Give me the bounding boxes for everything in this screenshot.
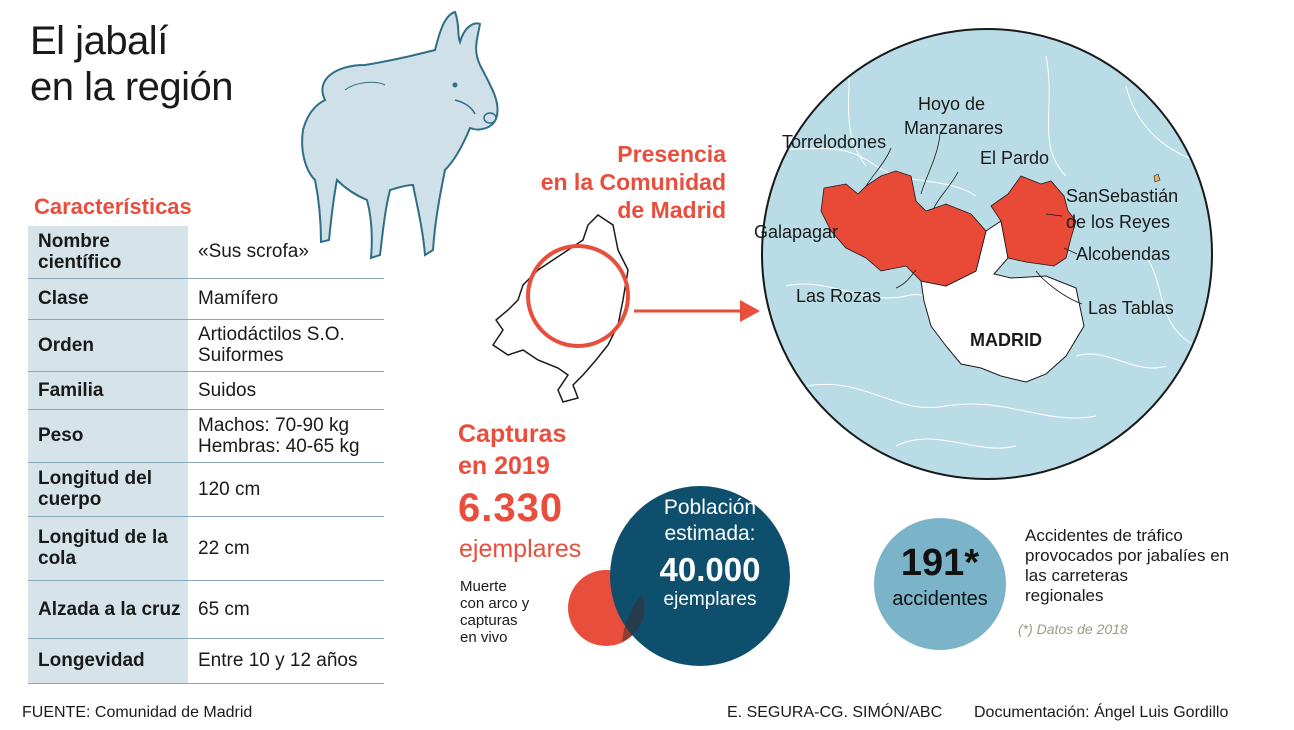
arrow-icon	[634, 300, 760, 322]
circle-overlap	[622, 594, 645, 642]
captures-title-line-2: en 2019	[458, 452, 550, 480]
row-key: Clase	[28, 278, 188, 319]
population-number: 40.000	[659, 551, 761, 588]
table-row: Alzada a la cruz 65 cm	[28, 580, 384, 638]
map-label-el-pardo: El Pardo	[980, 148, 1049, 168]
characteristics-heading: Características	[34, 194, 192, 219]
map-label-madrid: MADRID	[970, 330, 1042, 350]
boar-illustration	[301, 10, 499, 260]
map-label-sanse-2: de los Reyes	[1066, 212, 1170, 232]
map-border	[761, 28, 1213, 480]
accidents-desc-line: provocados por jabalíes en	[1025, 546, 1230, 565]
presence-area-west	[820, 170, 987, 287]
captures-note: Muerte con arco y capturas en vivo	[460, 578, 529, 646]
accidents-number: 191*	[900, 542, 980, 584]
table-row: Familia Suidos	[28, 371, 384, 409]
presence-line-2: en la Comunidad	[540, 169, 726, 195]
captures-note-line: capturas	[460, 612, 518, 629]
table-row: Nombre científico «Sus scrofa»	[28, 226, 384, 278]
map-label-las-rozas: Las Rozas	[796, 286, 881, 306]
accidents-unit: accidentes	[892, 588, 988, 610]
map-label-las-tablas: Las Tablas	[1088, 298, 1174, 318]
table-row: Clase Mamífero	[28, 278, 384, 319]
accidents-desc-line: Accidentes de tráfico	[1025, 526, 1183, 545]
table-row: Peso Machos: 70-90 kg Hembras: 40-65 kg	[28, 409, 384, 462]
captures-title-line-1: Capturas	[458, 420, 567, 448]
population-label-2: estimada:	[664, 522, 756, 545]
characteristics-table: Nombre científico «Sus scrofa» Clase Mam…	[28, 226, 384, 684]
row-key: Longevidad	[28, 638, 188, 683]
population-unit: ejemplares	[663, 589, 757, 610]
zoom-circle	[526, 244, 630, 348]
map-label-sanse-1: SanSebastián	[1066, 186, 1178, 206]
map-label-torrelodones: Torrelodones	[782, 132, 886, 152]
table-row: Longevidad Entre 10 y 12 años	[28, 638, 384, 683]
madrid-area	[920, 220, 1085, 383]
row-key: Orden	[28, 319, 188, 371]
captures-number: 6.330	[458, 486, 564, 530]
row-value: «Sus scrofa»	[198, 241, 309, 263]
map-label-alcobendas: Alcobendas	[1076, 244, 1170, 264]
accidents-desc-line: regionales	[1025, 586, 1104, 605]
source-credit: FUENTE: Comunidad de Madrid	[22, 704, 253, 721]
presence-title: Presencia en la Comunidad de Madrid	[520, 140, 726, 224]
presence-line-1: Presencia	[617, 141, 726, 167]
row-value: Machos: 70-90 kg Hembras: 40-65 kg	[198, 414, 360, 457]
region-outline	[491, 214, 629, 403]
population-circle	[610, 486, 790, 666]
captures-population-circles	[568, 486, 790, 666]
row-value: Artiodáctilos S.O. Suiformes	[198, 324, 345, 366]
row-value: Entre 10 y 12 años	[198, 650, 358, 671]
captures-note-line: con arco y	[460, 595, 530, 612]
row-value: 65 cm	[198, 598, 250, 620]
row-key: Alzada a la cruz	[28, 580, 188, 638]
population-text: Población estimada: 40.000 ejemplares	[620, 495, 800, 611]
map-label-hoyo-2: Manzanares	[904, 118, 1003, 138]
row-key: Longitud del cuerpo	[28, 462, 188, 516]
author-credit: E. SEGURA-CG. SIMÓN/ABC	[727, 704, 943, 721]
accidents-desc-line: las carreteras	[1025, 566, 1128, 585]
town-marker	[1153, 173, 1161, 183]
captures-title: Capturas en 2019	[458, 418, 566, 482]
documentation-credit: Documentación: Ángel Luis Gordillo	[974, 704, 1229, 721]
row-key: Nombre científico	[28, 226, 188, 278]
captures-unit: ejemplares	[459, 535, 582, 563]
row-value: Suidos	[198, 379, 257, 401]
accidents-circle	[874, 518, 1006, 650]
captures-note-line: en vivo	[460, 629, 508, 646]
region-mini-map	[491, 214, 630, 403]
population-label-1: Población	[663, 496, 757, 519]
table-row: Longitud de la cola 22 cm	[28, 516, 384, 580]
accidents-footnote: (*) Datos de 2018	[1018, 621, 1128, 637]
presence-line-3: de Madrid	[617, 197, 726, 223]
table-row: Longitud del cuerpo 120 cm	[28, 462, 384, 516]
row-key: Longitud de la cola	[28, 516, 188, 580]
zoom-map: Hoyo de Manzanares Torrelodones El Pardo…	[754, 28, 1213, 480]
row-key: Peso	[28, 409, 188, 462]
row-key: Familia	[28, 371, 188, 409]
row-value: 22 cm	[198, 537, 250, 559]
page-title: El jabalí en la región	[30, 18, 234, 110]
accidents-description: Accidentes de tráfico provocados por jab…	[1025, 526, 1229, 606]
presence-area-east	[990, 175, 1077, 267]
captures-note-line: Muerte	[460, 578, 507, 595]
title-line-1: El jabalí	[30, 19, 168, 63]
title-line-2: en la región	[30, 65, 234, 109]
row-value: Mamífero	[198, 288, 279, 309]
row-value: 120 cm	[198, 478, 261, 500]
table-row: Orden Artiodáctilos S.O. Suiformes	[28, 319, 384, 371]
map-label-galapagar: Galapagar	[754, 222, 838, 242]
map-label-hoyo-1: Hoyo de	[918, 94, 985, 114]
